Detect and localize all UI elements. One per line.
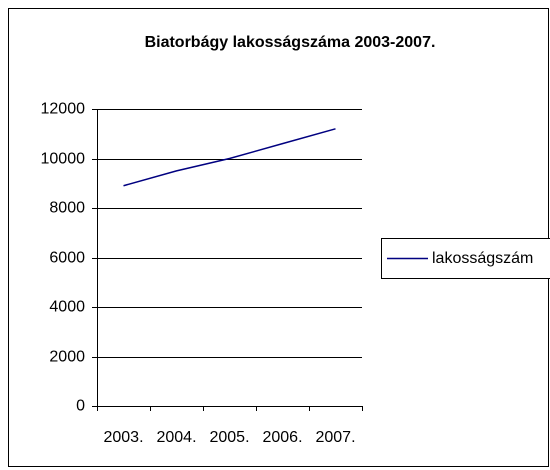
y-tick-label: 12000: [41, 101, 86, 118]
y-tick-label: 10000: [41, 151, 86, 168]
x-tick-label: 2006.: [262, 429, 302, 446]
y-tick-label: 0: [76, 398, 85, 415]
y-tick-label: 4000: [49, 299, 85, 316]
chart-border: [8, 8, 549, 467]
chart-title: Biatorbágy lakosságszáma 2003-2007.: [145, 34, 436, 51]
y-tick-label: 6000: [49, 250, 85, 267]
legend-label: lakosságszám: [432, 250, 533, 267]
y-tick-label: 8000: [49, 200, 85, 217]
x-tick-label: 2005.: [209, 429, 249, 446]
data-line: [123, 128, 336, 187]
x-tick-label: 2007.: [315, 429, 355, 446]
y-tick-label: 2000: [49, 349, 85, 366]
x-tick-label: 2003.: [103, 429, 143, 446]
x-tick-label: 2004.: [156, 429, 196, 446]
